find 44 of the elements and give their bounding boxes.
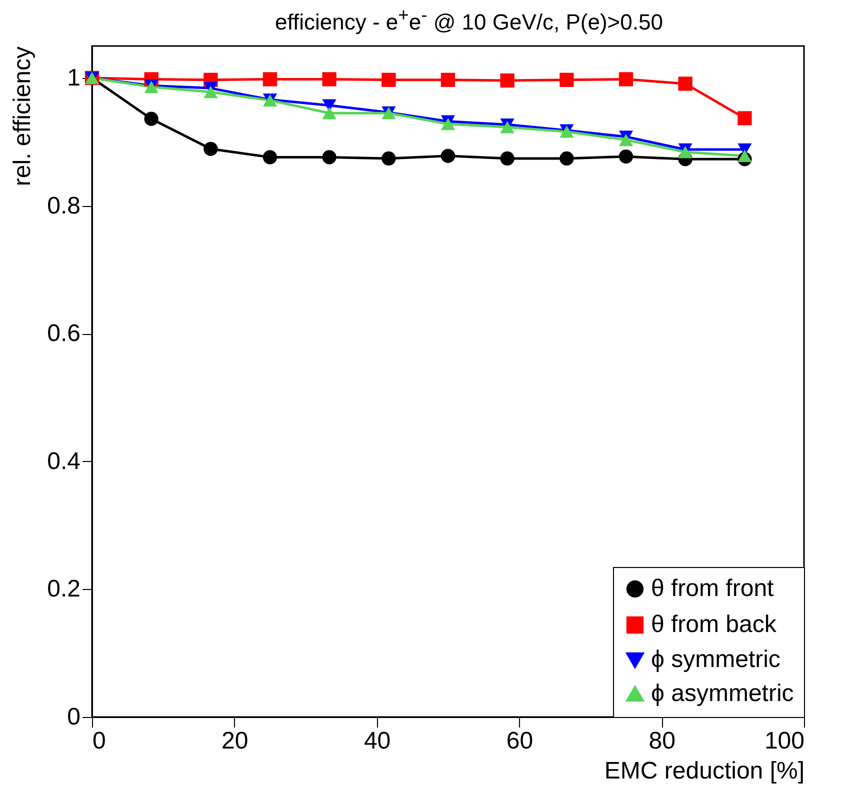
y-axis-title: rel. efficiency bbox=[9, 46, 36, 186]
point bbox=[382, 72, 396, 87]
chart-title: efficiency - e$^{+}$e$^{-}$ @ 10 GeV/c, P(e)>0.50 bbox=[274, 4, 664, 36]
point bbox=[500, 73, 514, 88]
point bbox=[322, 106, 336, 120]
legend-label: θ from front bbox=[651, 575, 774, 602]
point bbox=[322, 150, 336, 164]
y-tick-label: 1 bbox=[67, 64, 80, 92]
x-tick-label: 20 bbox=[222, 728, 248, 754]
y-tick-label: 0 bbox=[67, 704, 80, 730]
point bbox=[440, 118, 456, 130]
y-tick-label: 0.4 bbox=[47, 448, 80, 475]
point bbox=[678, 76, 692, 91]
x-axis-title: EMC reduction [%] bbox=[604, 758, 804, 784]
point bbox=[500, 151, 514, 166]
x-tick-label: 100 bbox=[764, 728, 804, 754]
point bbox=[500, 121, 514, 134]
point bbox=[144, 112, 158, 126]
point bbox=[440, 148, 456, 163]
point bbox=[204, 142, 218, 156]
y-tick-label: 0.2 bbox=[47, 576, 80, 603]
point bbox=[382, 151, 396, 166]
point bbox=[618, 150, 634, 164]
legend-label: ϕ asymmetric bbox=[651, 680, 794, 707]
x-tick-label: 40 bbox=[364, 728, 391, 754]
point bbox=[262, 150, 278, 164]
point bbox=[678, 146, 692, 158]
point bbox=[618, 72, 634, 86]
point bbox=[560, 151, 574, 166]
legend-label: θ from back bbox=[651, 611, 778, 638]
point bbox=[440, 72, 456, 87]
x-tick-label: 60 bbox=[506, 728, 534, 754]
y-tick-label: 0.6 bbox=[47, 320, 80, 348]
y-tick-label: 0.8 bbox=[47, 192, 80, 220]
point bbox=[262, 72, 278, 86]
x-tick-label: 80 bbox=[648, 728, 676, 754]
point bbox=[738, 111, 752, 126]
point bbox=[738, 150, 752, 162]
point bbox=[204, 86, 218, 98]
point bbox=[618, 134, 634, 146]
point bbox=[322, 72, 336, 86]
x-tick-label: 0 bbox=[92, 728, 106, 754]
legend-label: ϕ symmetric bbox=[651, 646, 780, 673]
point bbox=[560, 72, 574, 87]
